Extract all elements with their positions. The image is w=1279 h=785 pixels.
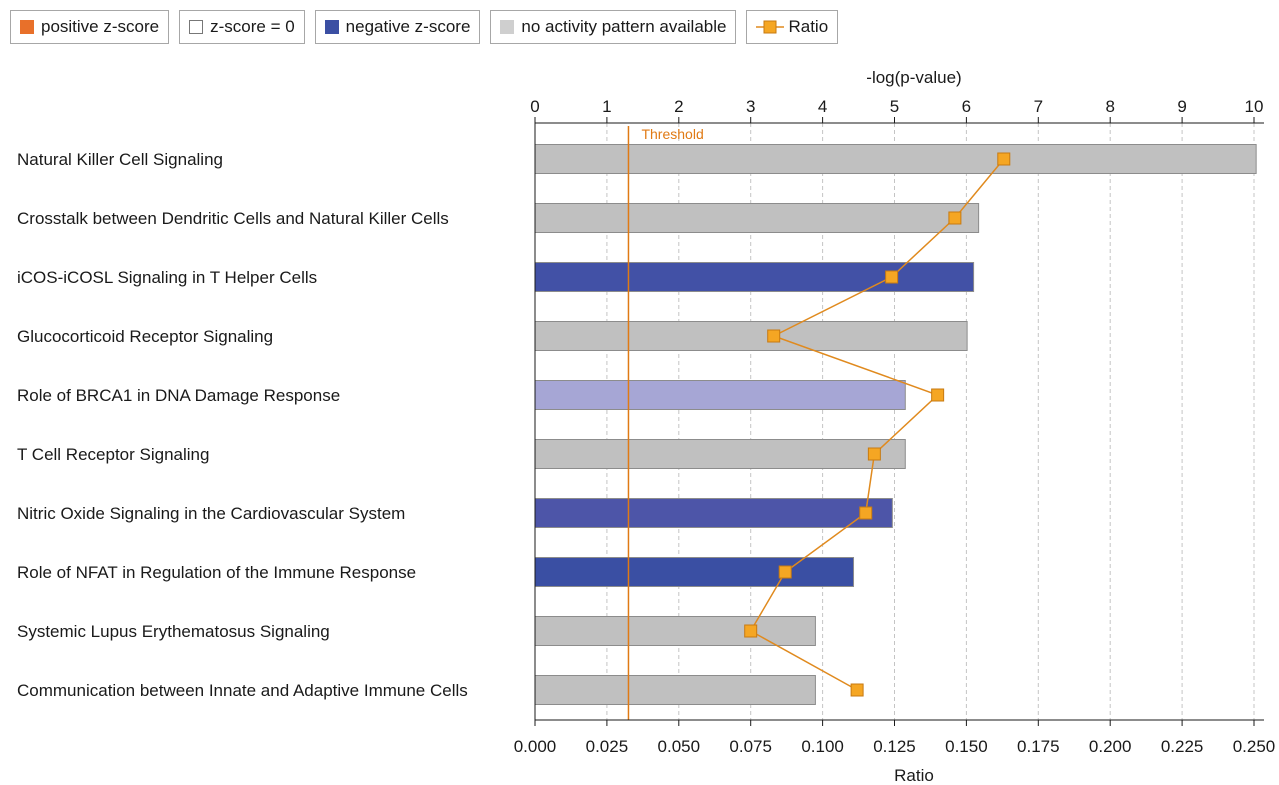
bar — [534, 439, 906, 469]
legend-label: Ratio — [788, 17, 829, 36]
bar — [534, 498, 893, 528]
ratio-marker — [948, 211, 962, 225]
bar — [534, 675, 816, 705]
category-label: Role of NFAT in Regulation of the Immune… — [17, 563, 416, 582]
threshold: Threshold — [627, 126, 704, 720]
bottom-tick-label: 0.250 — [1233, 737, 1276, 756]
bottom-tick-label: 0.025 — [586, 737, 629, 756]
legend-label: z-score = 0 — [210, 17, 295, 36]
top-tick-label: 8 — [1105, 97, 1114, 116]
ratio-marker — [867, 447, 881, 461]
top-tick-label: 4 — [818, 97, 827, 116]
bottom-tick-label: 0.075 — [729, 737, 772, 756]
ratio-marker — [778, 565, 792, 579]
legend-label: positive z-score — [41, 17, 160, 36]
top-tick-label: 1 — [602, 97, 611, 116]
top-tick-label: 0 — [530, 97, 539, 116]
top-tick-label: 7 — [1034, 97, 1043, 116]
category-labels: Natural Killer Cell Signaling Crosstalk b… — [17, 150, 468, 700]
ratio-marker — [997, 152, 1011, 166]
legend-label: no activity pattern available — [521, 17, 727, 36]
category-label: Role of BRCA1 in DNA Damage Response — [17, 386, 340, 405]
threshold-label: Threshold — [641, 126, 703, 142]
legend-label: negative z-score — [345, 17, 471, 36]
ratio-marker — [767, 329, 781, 343]
bar — [534, 203, 980, 233]
legend-zero-z-score: z-score = 0 — [179, 10, 305, 44]
ratio-series — [744, 152, 1011, 697]
bar — [534, 380, 906, 410]
ratio-marker — [850, 683, 864, 697]
ratio-marker — [931, 388, 945, 402]
ratio-marker — [885, 270, 899, 284]
zero-z-score-swatch — [189, 20, 204, 34]
chart-legend: positive z-score z-score = 0 negative z-… — [10, 10, 839, 44]
top-axis-title: -log(p-value) — [866, 68, 961, 87]
category-label: T Cell Receptor Signaling — [17, 445, 209, 464]
ratio-line — [749, 158, 1005, 691]
legend-ratio: Ratio — [746, 10, 839, 44]
bottom-axis-title: Ratio — [894, 766, 934, 785]
positive-z-score-swatch — [20, 20, 34, 34]
bar — [534, 616, 816, 646]
bar — [534, 321, 968, 351]
legend-positive-z-score: positive z-score — [10, 10, 170, 44]
top-tick-label: 9 — [1177, 97, 1186, 116]
top-tick-label: 10 — [1245, 97, 1264, 116]
ratio-line-marker-icon — [756, 20, 785, 34]
bottom-tick-label: 0.125 — [873, 737, 916, 756]
ratio-marker — [744, 624, 758, 638]
category-label: Nitric Oxide Signaling in the Cardiovasc… — [17, 504, 405, 523]
category-label: Communication between Innate and Adaptiv… — [17, 681, 468, 700]
bottom-tick-label: 0.175 — [1017, 737, 1060, 756]
bottom-tick-label: 0.150 — [945, 737, 988, 756]
bottom-tick-label: 0.225 — [1161, 737, 1204, 756]
legend-no-activity: no activity pattern available — [490, 10, 737, 44]
category-label: Crosstalk between Dendritic Cells and Na… — [17, 209, 449, 228]
category-label: Glucocorticoid Receptor Signaling — [17, 327, 273, 346]
no-activity-swatch — [500, 20, 515, 34]
bar — [534, 144, 1257, 174]
bottom-tick-label: 0.200 — [1089, 737, 1132, 756]
bottom-tick-label: 0.000 — [514, 737, 557, 756]
top-tick-label: 3 — [746, 97, 755, 116]
bar — [534, 262, 975, 292]
top-tick-label: 6 — [962, 97, 971, 116]
bottom-tick-label: 0.100 — [801, 737, 844, 756]
top-tick-label: 2 — [674, 97, 683, 116]
legend-negative-z-score: negative z-score — [314, 10, 481, 44]
bottom-tick-label: 0.050 — [658, 737, 701, 756]
negative-z-score-swatch — [324, 20, 339, 34]
category-label: Natural Killer Cell Signaling — [17, 150, 223, 169]
ratio-marker — [859, 506, 873, 520]
bar — [534, 557, 855, 587]
category-label: iCOS-iCOSL Signaling in T Helper Cells — [17, 268, 317, 287]
axes: 0 1 2 3 4 5 6 7 8 9 10 0.000 0.025 0.050 0.075 0.100 0.1… — [514, 97, 1276, 756]
category-label: Systemic Lupus Erythematosus Signaling — [17, 622, 330, 641]
top-tick-label: 5 — [890, 97, 899, 116]
bars — [534, 144, 1257, 705]
